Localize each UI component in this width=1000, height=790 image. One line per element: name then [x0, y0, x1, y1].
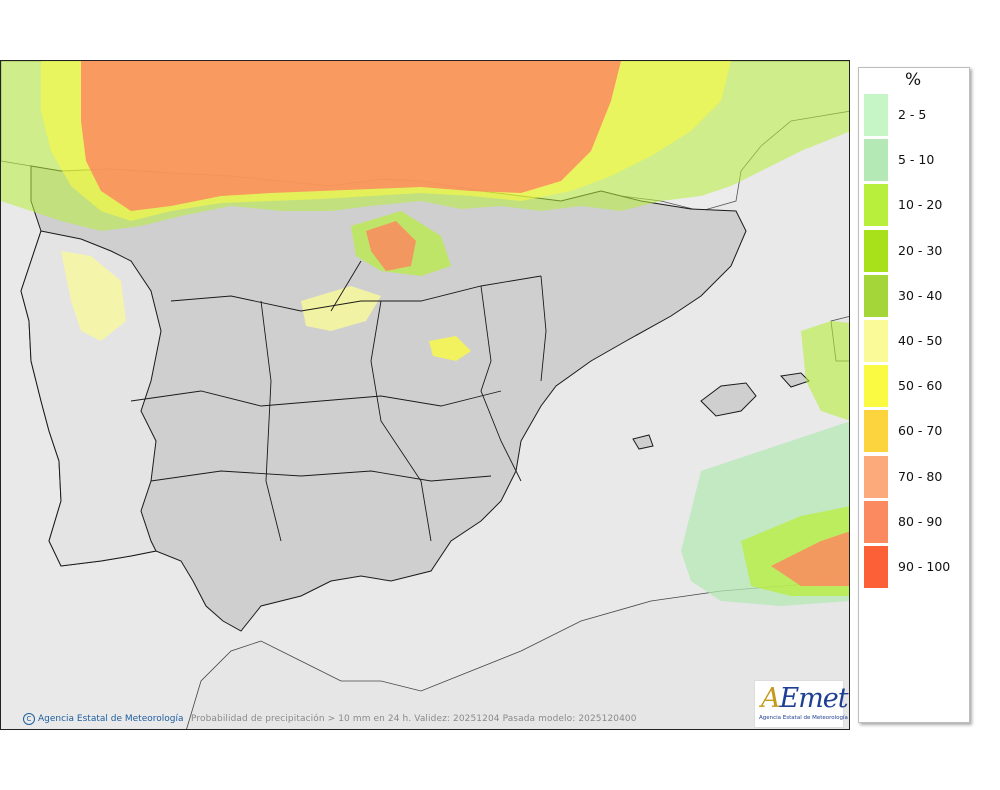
legend-swatch [864, 94, 888, 136]
legend-swatch [864, 320, 888, 362]
legend-label: 90 - 100 [898, 559, 951, 574]
legend-label: 2 - 5 [898, 107, 927, 122]
legend-label: 5 - 10 [898, 152, 935, 168]
aemet-logo: AEmet Agencia Estatal de Meteorología [754, 680, 849, 728]
legend-item: 50 - 60 [864, 365, 968, 408]
legend-label: 80 - 90 [898, 513, 943, 529]
legend-label: 20 - 30 [898, 242, 943, 258]
legend-label: 30 - 40 [898, 287, 943, 303]
legend-item: 5 - 10 [864, 139, 968, 182]
legend-swatch [864, 410, 888, 453]
copyright-icon: C [23, 713, 35, 725]
legend-swatch [864, 229, 888, 272]
legend-item: 2 - 5 [864, 94, 968, 136]
map-caption: Probabilidad de precipitación > 10 mm en… [191, 714, 637, 724]
logo-subtitle: Agencia Estatal de Meteorología [759, 715, 848, 721]
legend-item: 40 - 50 [864, 320, 968, 362]
legend-item: 70 - 80 [864, 455, 968, 498]
legend-label: 40 - 50 [898, 333, 943, 348]
legend-label: 10 - 20 [898, 197, 943, 213]
legend-item: 30 - 40 [864, 274, 968, 317]
prob-zone-10-20-sardinia [801, 321, 849, 421]
legend-unit: % [905, 70, 922, 90]
legend-item: 90 - 100 [864, 546, 968, 588]
prob-zone-80-90-burgos [366, 221, 416, 271]
legend-swatch [864, 500, 888, 543]
prob-zone-40-50-central [301, 286, 381, 331]
legend-swatch [864, 455, 888, 498]
legend-swatch [864, 184, 888, 227]
prob-zone-80-90-sea [771, 531, 849, 586]
copyright-text: Agencia Estatal de Meteorología [38, 714, 184, 724]
legend-item: 10 - 20 [864, 184, 968, 227]
logo-wordmark: AEmet [761, 683, 849, 714]
precipitation-map: C Agencia Estatal de Meteorología Probab… [0, 60, 850, 730]
prob-zone-50-60-east [429, 336, 471, 361]
legend-label: 50 - 60 [898, 378, 943, 394]
map-canvas [1, 61, 849, 729]
legend-label: 60 - 70 [898, 423, 943, 439]
legend-item: 60 - 70 [864, 410, 968, 453]
legend-swatch [864, 546, 888, 588]
probability-legend: % 2 - 5 5 - 10 10 - 20 20 - 30 30 - 40 40 - 5… [858, 67, 970, 723]
ibiza [632, 434, 654, 450]
prob-zone-40-50-galicia [61, 251, 126, 341]
region-borders [130, 260, 547, 542]
legend-item: 80 - 90 [864, 500, 968, 543]
legend-label: 70 - 80 [898, 468, 943, 484]
copyright-notice: C Agencia Estatal de Meteorología [23, 713, 184, 725]
mallorca [700, 382, 757, 417]
legend-swatch [864, 139, 888, 182]
legend-swatch [864, 365, 888, 408]
legend-item: 20 - 30 [864, 229, 968, 272]
portugal-landmass [20, 230, 162, 567]
legend-swatch [864, 274, 888, 317]
prob-zone-80-90 [81, 61, 621, 211]
